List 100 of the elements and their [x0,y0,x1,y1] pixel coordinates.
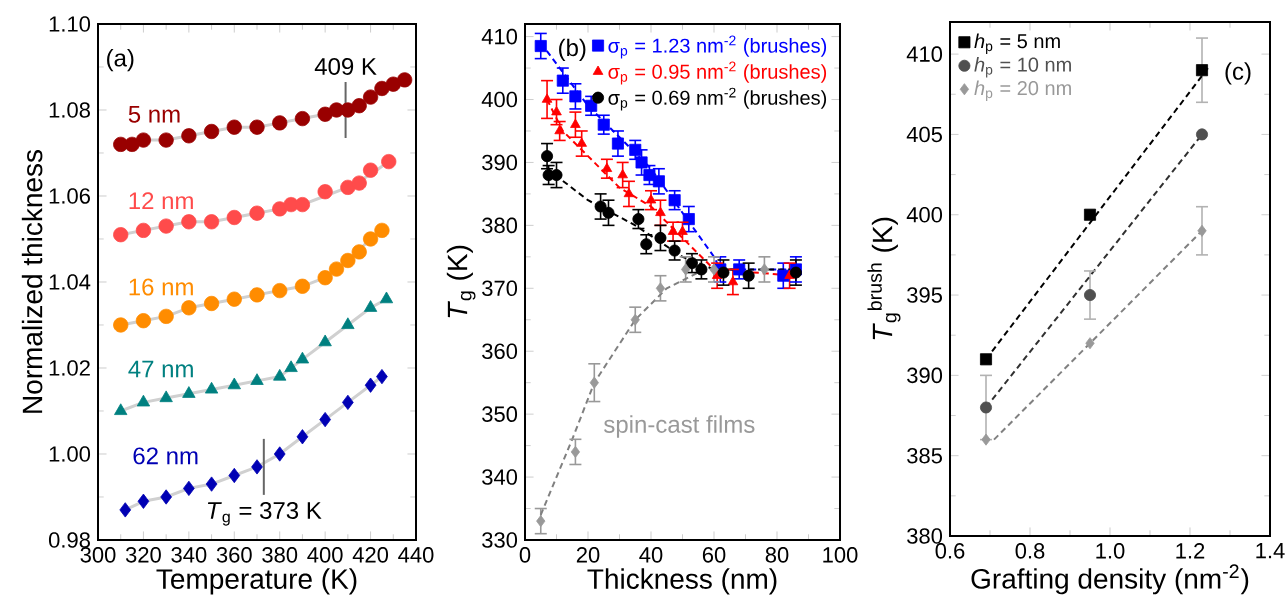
point [1196,64,1208,77]
point [594,200,607,213]
annotation: (a) [107,48,134,72]
x-tick-label: 340 [171,547,207,563]
point [328,261,345,277]
point [733,263,746,276]
legend-label: σ$_{p}$ = 0.69 nm$^{-2}$ (brushes) [608,87,827,111]
x-axis-title: Thickness (nm) [587,568,777,595]
y-tick-label: 380 [482,217,518,234]
point [374,222,390,238]
legend-label: h$_{p}$ = 20 nm [974,80,1071,101]
x-tick-label: 380 [262,547,298,563]
point [682,213,695,226]
y-axis-title: Normalized thickness [21,150,43,413]
point [296,429,309,445]
point [629,143,642,156]
point [137,493,150,509]
x-tick-label: 320 [125,547,161,563]
point [226,209,242,226]
point [205,476,218,492]
point [182,386,196,398]
point [556,74,569,87]
series-label: 12 nm [129,192,193,210]
y-tick-label: 390 [482,154,518,171]
point [317,270,333,286]
point [585,99,598,112]
y-tick-label: 395 [907,287,942,303]
point [645,194,657,204]
point [136,394,151,407]
point [203,214,220,230]
point [351,175,367,191]
point [397,72,413,88]
legend-label: h$_{p}$ = 10 nm [974,57,1071,78]
point [589,376,599,389]
point [351,98,367,114]
point [617,169,628,179]
point [630,313,640,326]
point [249,119,265,135]
series-label: 47 nm [128,360,193,378]
y-tick-label: 360 [482,343,518,360]
x-tick-label: 400 [307,547,343,563]
x-tick-label: 1.2 [1176,543,1205,559]
point [340,179,356,195]
annotation: 409 K [314,57,377,75]
point [158,132,174,148]
y-tick-label: 390 [907,367,943,384]
point [317,106,333,122]
point [551,106,562,116]
y-tick-label: 400 [481,91,518,108]
point [181,300,197,316]
x-tick-label: 0 [519,547,531,563]
point [228,467,241,484]
point [159,390,173,403]
x-tick-label: 20 [576,547,600,563]
point [570,445,581,458]
point [1084,289,1096,302]
point [1085,337,1095,350]
point [204,381,219,394]
point [667,225,679,235]
annotation: (b) [559,38,586,61]
point [643,169,656,182]
point [655,206,666,216]
point [160,489,172,505]
x-tick-label: 1.0 [1096,543,1125,559]
point [601,162,613,172]
point [681,263,691,276]
series-label: 5 nm [128,106,180,123]
point [376,368,388,385]
y-tick-label: 1.02 [49,360,90,376]
point [319,411,331,428]
point [1084,208,1096,221]
point [294,278,311,294]
point [158,308,174,324]
point [623,187,635,198]
point [251,459,263,475]
y-tick-label: 410 [481,28,518,45]
point [980,401,992,414]
point [685,257,698,270]
point [294,196,311,213]
x-tick-label: 440 [398,547,434,563]
x-tick-label: 40 [639,547,663,563]
point [249,205,265,221]
legend-label: σ$_{p}$ = 1.23 nm$^{-2}$ (brushes) [608,35,827,59]
point [980,353,992,366]
point [342,394,354,410]
point [249,287,265,303]
legend-label: h$_{p}$ = 5 nm [974,33,1060,54]
point [759,263,770,276]
y-tick-label: 1.10 [49,16,91,32]
y-tick-label: 1.08 [49,102,90,118]
point [541,93,553,103]
point [632,213,645,226]
point [602,206,615,219]
y-tick-label: 400 [906,206,943,223]
point [381,153,397,170]
point [635,156,648,169]
y-axis-title: T$_{g}$$^{brush}$ (K) [867,217,901,340]
point [340,252,356,269]
point [374,80,390,97]
point [113,227,129,243]
